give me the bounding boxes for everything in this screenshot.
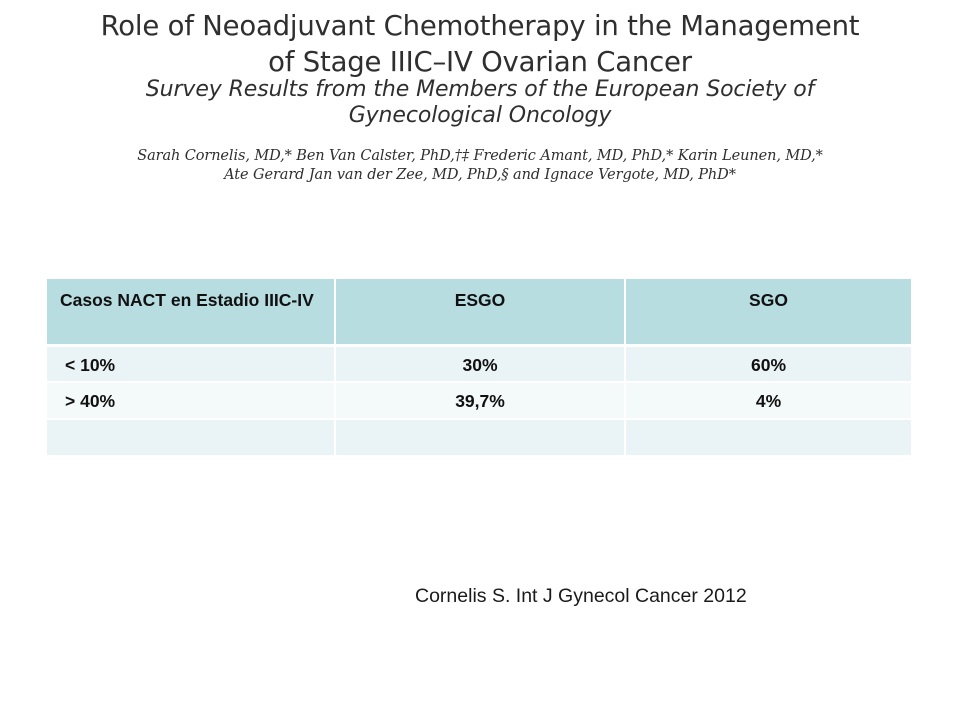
table-cell-esgo bbox=[335, 419, 626, 457]
column-header-esgo: ESGO bbox=[335, 279, 626, 347]
paper-authors-line: Ate Gerard Jan van der Zee, MD, PhD,§ an… bbox=[224, 167, 736, 183]
table-row: < 10% 30% 60% bbox=[47, 345, 911, 383]
citation: Cornelis S. Int J Gynecol Cancer 2012 bbox=[415, 585, 747, 607]
paper-authors-line: Sarah Cornelis, MD,* Ben Van Calster, Ph… bbox=[137, 148, 823, 164]
paper-header: Role of Neoadjuvant Chemotherapy in the … bbox=[0, 0, 960, 200]
table-cell-cases bbox=[47, 419, 336, 457]
paper-title-line: Role of Neoadjuvant Chemotherapy in the … bbox=[100, 10, 860, 42]
table-cell-sgo: 60% bbox=[625, 345, 911, 383]
paper-authors: Sarah Cornelis, MD,* Ben Van Calster, Ph… bbox=[0, 147, 960, 185]
column-header-cases: Casos NACT en Estadio IIIC-IV bbox=[47, 279, 336, 347]
table-cell-sgo: 4% bbox=[625, 382, 911, 420]
table-row bbox=[47, 419, 911, 457]
table-cell-esgo: 30% bbox=[335, 345, 626, 383]
paper-subtitle-line: Survey Results from the Members of the E… bbox=[145, 77, 815, 102]
table-cell-cases: > 40% bbox=[47, 382, 336, 420]
column-header-sgo: SGO bbox=[625, 279, 911, 347]
table-cell-esgo: 39,7% bbox=[335, 382, 626, 420]
table-cell-cases: < 10% bbox=[47, 345, 336, 383]
paper-subtitle: Survey Results from the Members of the E… bbox=[0, 77, 960, 129]
results-table: Casos NACT en Estadio IIIC-IV ESGO SGO <… bbox=[47, 279, 911, 457]
table-header-row: Casos NACT en Estadio IIIC-IV ESGO SGO bbox=[47, 279, 911, 347]
paper-title: Role of Neoadjuvant Chemotherapy in the … bbox=[0, 8, 960, 80]
table-row: > 40% 39,7% 4% bbox=[47, 382, 911, 420]
paper-subtitle-line: Gynecological Oncology bbox=[348, 103, 612, 128]
paper-title-line: of Stage IIIC–IV Ovarian Cancer bbox=[268, 46, 692, 78]
table-cell-sgo bbox=[625, 419, 911, 457]
